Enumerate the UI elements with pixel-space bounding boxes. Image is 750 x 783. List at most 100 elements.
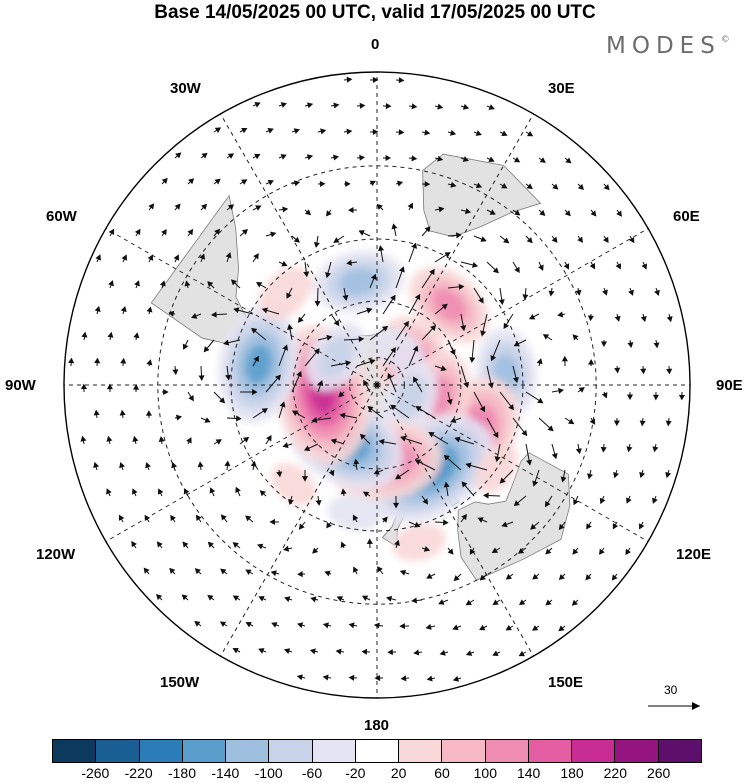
anomaly-contour (432, 288, 467, 322)
wind-vector-head (513, 156, 521, 163)
colorbar (52, 739, 702, 763)
wind-vector-head (182, 541, 189, 548)
wind-vector-head (188, 178, 195, 185)
wind-vector-head (626, 497, 632, 504)
wind-vector-head (191, 313, 198, 319)
wind-vector-head (532, 480, 539, 487)
wind-vector-head (194, 621, 201, 627)
wind-vector-head (625, 548, 631, 556)
wind-vector-head (438, 599, 445, 605)
wind-vector-head (539, 209, 546, 216)
wind-vector-head (505, 624, 512, 631)
wind-vector-head (93, 409, 100, 416)
wind-vector-head (469, 548, 476, 555)
wind-vector-head (415, 406, 422, 412)
wind-vector-head (270, 570, 277, 577)
wind-vector-head (577, 183, 584, 190)
wind-vector-head (386, 595, 393, 602)
wind-vector-head (501, 130, 508, 137)
wind-vector-head (399, 266, 405, 273)
wind-vector-head (614, 367, 621, 374)
wind-vector-head (381, 325, 389, 332)
wind-vector-head (530, 523, 537, 530)
wind-vector-head (437, 155, 444, 162)
wind-vector-head (652, 394, 659, 401)
wind-vector-head (255, 282, 263, 288)
colorbar-tick-label: -220 (124, 765, 153, 781)
wind-vector-head (512, 376, 519, 383)
wind-vector-head (452, 675, 460, 682)
wind-vector-head (322, 622, 329, 629)
wind-vector-head (460, 325, 467, 332)
wind-vector-head (616, 210, 622, 217)
wind-vector-head (411, 103, 418, 110)
wind-vector-head (626, 394, 634, 401)
wind-vector-head (654, 289, 660, 296)
wind-vector-head (396, 180, 404, 187)
wind-vector-head (400, 675, 407, 682)
wind-vector-head (353, 566, 359, 573)
wind-vector-head (381, 516, 388, 523)
wind-vector-head (536, 358, 543, 365)
wind-vector-head (307, 102, 314, 109)
wind-vector-head (446, 398, 453, 405)
wind-vector-head (522, 294, 529, 301)
wind-vector-head (245, 569, 252, 576)
wind-vector-head (280, 154, 287, 160)
wind-vector-head (161, 177, 168, 184)
wind-vector-head (411, 597, 417, 604)
wind-vector-head (489, 209, 496, 215)
wind-vector-head (614, 315, 621, 322)
wind-vector-head (558, 625, 565, 632)
colorbar-tick-label: -20 (345, 765, 366, 781)
wind-vector-head (464, 208, 472, 215)
wind-vector-head (398, 129, 405, 136)
wind-vector-head (181, 594, 188, 601)
wind-vector-head (413, 649, 420, 656)
wind-vector-head (253, 355, 259, 363)
wind-vector-head (578, 387, 585, 393)
wind-vector-head (560, 476, 567, 483)
wind-vector-head (492, 650, 499, 657)
wind-vector-head (336, 596, 343, 602)
wind-vector-head (80, 435, 87, 442)
wind-vector-head (225, 374, 232, 381)
wind-vector-head (233, 307, 240, 314)
wind-vector-head (640, 368, 647, 375)
wind-vector-head (340, 488, 347, 495)
wind-vector-head (107, 331, 114, 338)
wind-vector-head (144, 514, 151, 522)
wind-vector-head (398, 77, 405, 84)
wind-vector-head (490, 355, 497, 362)
anomaly-field (218, 250, 537, 562)
wind-vector-head (539, 157, 546, 163)
wind-vector-head (296, 370, 302, 378)
wind-vector-head (514, 266, 520, 274)
wind-vector-head (558, 523, 565, 530)
wind-vector-head (480, 330, 487, 337)
wind-vector-head (219, 621, 227, 628)
wind-vector-head (145, 410, 152, 416)
wind-vector-head (424, 226, 431, 233)
wind-vector-head (310, 596, 317, 603)
wind-vector-head (526, 130, 534, 137)
colorbar-swatch (442, 740, 486, 762)
wind-vector-head (601, 392, 608, 399)
wind-vector-head (342, 294, 349, 301)
wind-vector-head (283, 648, 291, 655)
wind-vector-head (358, 336, 365, 343)
wind-vector-head (183, 488, 190, 495)
wind-vector-head (472, 261, 479, 268)
wind-vector-head (479, 574, 486, 581)
wind-vector-head (227, 204, 235, 211)
wind-vector-head (261, 408, 268, 414)
anomaly-contour (327, 494, 382, 532)
wind-vector-head (491, 547, 499, 553)
wind-vector-head (565, 157, 572, 164)
wind-vector-head (599, 497, 606, 505)
colorbar-tick-label: -60 (301, 765, 323, 781)
lon-label-90e: 90E (716, 377, 743, 394)
wind-vector-head (552, 183, 559, 190)
wind-vector-head (488, 156, 495, 163)
wind-vector-head (462, 156, 469, 162)
